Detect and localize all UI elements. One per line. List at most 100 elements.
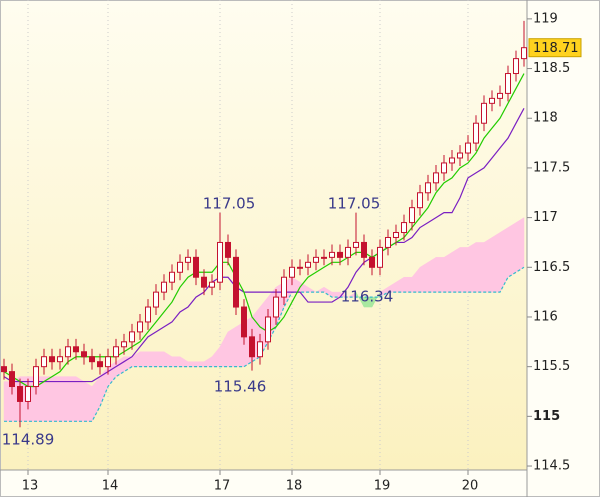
cloud-segment [483, 237, 493, 293]
cloud-segment [147, 351, 157, 367]
annotation: 114.89 [2, 431, 55, 449]
candle-body [305, 261, 311, 268]
candle-body [425, 182, 431, 194]
candle-body [441, 162, 447, 174]
cloud-segment [459, 247, 469, 293]
candle-body [137, 321, 143, 333]
cloud-segment [59, 376, 69, 422]
y-tick-label: 115.5 [533, 359, 570, 374]
y-tick-label: 117.5 [533, 160, 570, 175]
cloud-segment [331, 291, 341, 298]
candle-body [497, 92, 503, 99]
cloud-segment [427, 256, 437, 293]
cloud-segment [467, 242, 477, 293]
candle-body [49, 356, 55, 363]
cloud-segment [3, 381, 13, 422]
cloud-segment [451, 246, 461, 293]
cloud-segment [419, 261, 429, 293]
candle-body [73, 346, 79, 353]
candle-body [345, 246, 351, 258]
candle-body [433, 172, 439, 184]
axis-background [527, 0, 600, 497]
candle-body [313, 256, 319, 263]
y-tick-label: 115 [533, 409, 560, 424]
candle-body [289, 266, 295, 278]
candle-body [33, 366, 39, 388]
candle-body [193, 256, 199, 278]
cloud-segment [507, 222, 517, 278]
candle-body [65, 346, 71, 358]
annotation: 117.05 [203, 195, 256, 213]
candle-body [57, 356, 63, 363]
cloud-segment [491, 232, 501, 293]
cloud-segment [475, 242, 485, 293]
y-tick-label: 119 [533, 11, 558, 26]
cloud-segment [43, 376, 53, 422]
candle-body [473, 122, 479, 144]
cloud-segment [339, 291, 349, 298]
x-tick-label: 18 [286, 479, 303, 494]
cloud-segment [171, 356, 181, 367]
candle-body [153, 291, 159, 308]
last-price-label: 118.71 [533, 41, 579, 56]
candle-body [129, 331, 135, 343]
cloud-segment [195, 361, 205, 367]
x-tick-label: 13 [22, 479, 39, 494]
candle-body [241, 306, 247, 338]
candle-body [41, 356, 47, 368]
axis-background [0, 470, 527, 497]
candle-body [409, 207, 415, 224]
candle-body [329, 251, 335, 258]
candle-body [257, 341, 263, 358]
x-tick-label: 19 [374, 479, 391, 494]
candle-body [1, 366, 7, 373]
candle-body [201, 276, 207, 288]
candle-body [9, 371, 15, 388]
candle-body [81, 351, 87, 358]
candle-body [97, 361, 103, 368]
kijun-line [3, 108, 525, 383]
candle-body [169, 271, 175, 283]
candle-body [505, 73, 511, 94]
cloud-segment [67, 376, 77, 422]
candle-body [393, 232, 399, 238]
candle-body [89, 356, 95, 363]
cloud-segment [187, 361, 197, 367]
candle-body [281, 276, 287, 298]
candle-body [121, 341, 127, 348]
y-tick-label: 114.5 [533, 459, 570, 474]
y-tick-label: 118.5 [533, 61, 570, 76]
candle-body [465, 142, 471, 154]
candle-body [385, 236, 391, 248]
candle-body [145, 306, 151, 323]
y-tick-label: 117 [533, 210, 558, 225]
span-b-line [4, 266, 525, 422]
candle-body [521, 47, 527, 60]
candle-body [25, 386, 31, 402]
candle-body [377, 246, 383, 268]
cloud-segment [403, 276, 413, 293]
candle-body [401, 222, 407, 234]
candle-body [513, 58, 519, 75]
candle-body [105, 356, 111, 368]
candle-body [449, 157, 455, 164]
cloud-segment [139, 351, 149, 367]
candle-body [489, 97, 495, 104]
annotation: 115.46 [214, 378, 267, 396]
cloud-segment [435, 257, 445, 293]
cloud-segment [83, 381, 93, 422]
cloud-segment [443, 251, 453, 293]
candle-body [417, 192, 423, 209]
candle-body [297, 266, 303, 269]
annotation: 116.34 [341, 288, 394, 306]
candle-body [321, 256, 327, 259]
candle-body [265, 316, 271, 343]
candle-body [337, 251, 343, 258]
annotation: 117.05 [328, 195, 381, 213]
cloud-segment [51, 376, 61, 422]
candle-body [17, 386, 23, 402]
candle-body [113, 346, 119, 358]
candle-body [457, 152, 463, 159]
candle-body [353, 241, 359, 248]
